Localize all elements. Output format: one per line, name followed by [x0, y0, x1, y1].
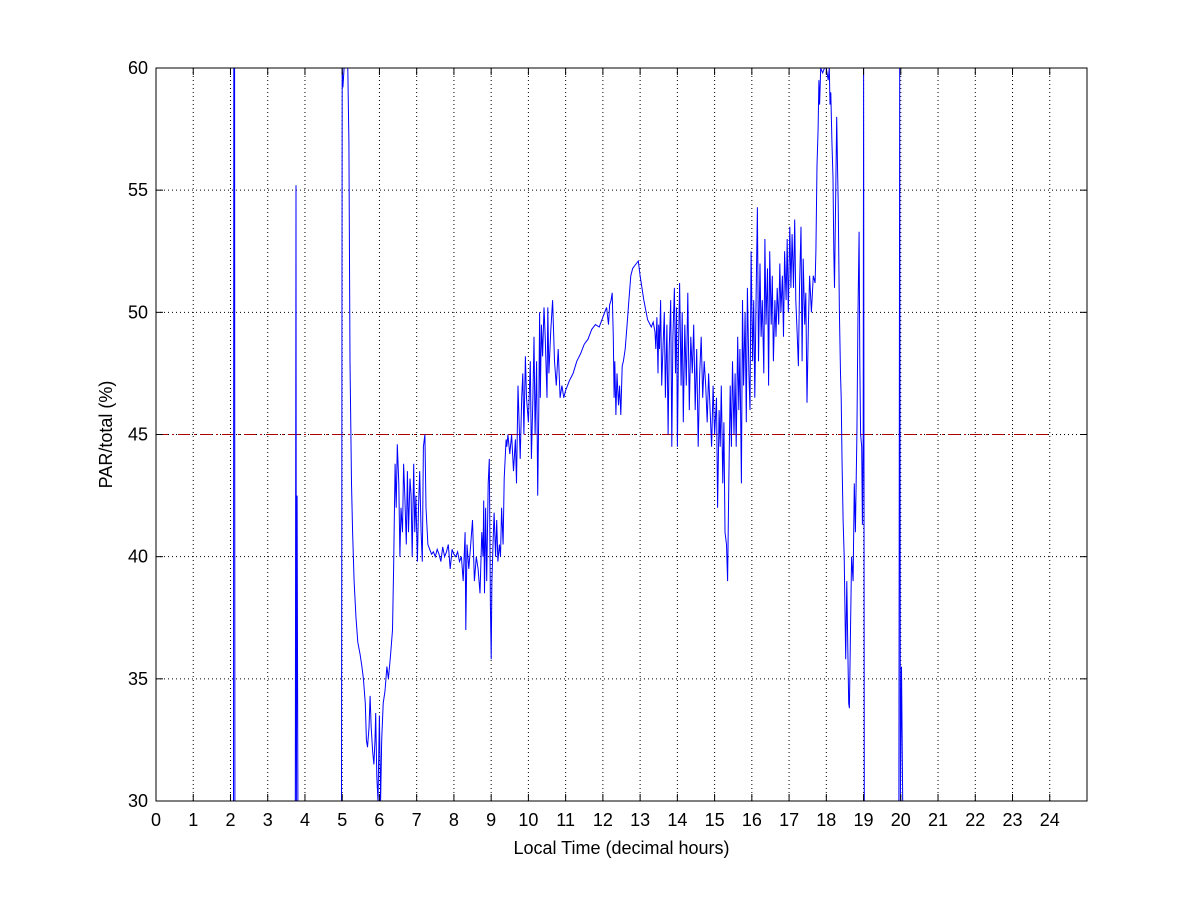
x-tick-label: 18	[816, 810, 836, 830]
x-tick-label: 5	[337, 810, 347, 830]
x-tick-label: 6	[374, 810, 384, 830]
y-tick-label: 40	[128, 547, 148, 567]
x-tick-label: 1	[188, 810, 198, 830]
x-tick-label: 14	[667, 810, 687, 830]
x-tick-label: 15	[705, 810, 725, 830]
x-tick-label: 0	[151, 810, 161, 830]
x-tick-label: 16	[742, 810, 762, 830]
y-tick-label: 35	[128, 669, 148, 689]
x-tick-label: 20	[891, 810, 911, 830]
x-axis-ticks: 0 1 2 3 4 5 6 7 8 9 10 11 12 13 14 15 16 17 18 19 20 21 22 23 24	[151, 68, 1060, 830]
x-tick-label: 4	[300, 810, 310, 830]
x-tick-label: 9	[486, 810, 496, 830]
x-tick-label: 8	[449, 810, 459, 830]
x-tick-label: 7	[412, 810, 422, 830]
x-tick-label: 21	[928, 810, 948, 830]
data-series-line	[230, 67, 904, 802]
x-tick-label: 23	[1003, 810, 1023, 830]
x-tick-label: 2	[225, 810, 235, 830]
series-layer	[230, 67, 904, 802]
x-tick-label: 17	[779, 810, 799, 830]
y-tick-label: 45	[128, 425, 148, 445]
x-tick-label: 10	[518, 810, 538, 830]
y-tick-label: 60	[128, 58, 148, 78]
x-tick-label: 24	[1040, 810, 1060, 830]
x-tick-label: 22	[965, 810, 985, 830]
y-tick-label: 55	[128, 180, 148, 200]
x-tick-label: 13	[630, 810, 650, 830]
x-tick-label: 12	[593, 810, 613, 830]
x-tick-label: 19	[854, 810, 874, 830]
x-tick-label: 3	[263, 810, 273, 830]
y-tick-label: 50	[128, 302, 148, 322]
y-axis-label: PAR/total (%)	[96, 381, 116, 489]
y-axis-ticks: 30 35 40 45 50 55 60	[128, 58, 1087, 811]
x-tick-label: 11	[556, 810, 575, 830]
y-tick-label: 30	[128, 791, 148, 811]
x-axis-label: Local Time (decimal hours)	[513, 838, 729, 858]
